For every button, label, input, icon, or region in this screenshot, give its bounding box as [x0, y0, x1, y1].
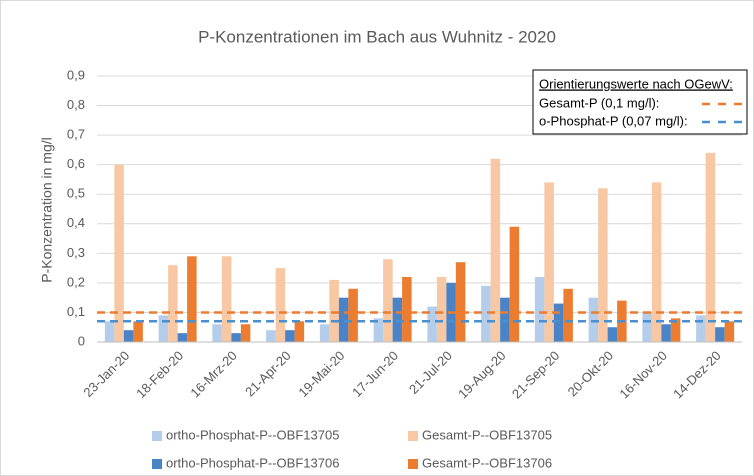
- bar: [123, 330, 134, 342]
- bar: [383, 259, 393, 342]
- y-tick-label: 0,1: [67, 304, 85, 319]
- reference-legend-box: [532, 69, 748, 135]
- bar: [168, 265, 178, 342]
- bar: [294, 321, 305, 342]
- bar: [427, 306, 437, 342]
- bar: [553, 303, 564, 342]
- bar: [402, 276, 412, 342]
- bar: [285, 330, 295, 342]
- chart-title: P-Konzentrationen im Bach aus Wuhnitz - …: [198, 27, 556, 46]
- bar: [607, 327, 618, 342]
- bar: [319, 324, 330, 342]
- bar: [187, 256, 197, 342]
- legend-swatch: [408, 431, 418, 441]
- bar: [436, 276, 447, 342]
- bar: [705, 152, 716, 342]
- bar: [696, 315, 706, 342]
- bar: [651, 182, 662, 342]
- bar: [133, 321, 143, 342]
- bar: [275, 268, 286, 342]
- legend-label: Gesamt-P--OBF13706: [422, 455, 552, 470]
- bar: [348, 288, 358, 342]
- bar: [724, 321, 735, 342]
- bar: [670, 318, 681, 342]
- bar: [177, 333, 188, 342]
- bar: [104, 321, 115, 342]
- legend-swatch: [152, 431, 162, 441]
- y-axis-label: P-Konzentration in mg/l: [39, 137, 55, 283]
- bar: [509, 226, 520, 342]
- y-tick-label: 0,2: [67, 274, 85, 289]
- bar: [240, 324, 251, 342]
- bar: [266, 330, 276, 342]
- legend-label: Gesamt-P--OBF13705: [422, 427, 552, 442]
- reference-legend-label: o-Phosphat-P (0,07 mg/l):: [539, 113, 688, 128]
- y-tick-label: 0,9: [67, 67, 85, 82]
- bar: [490, 158, 501, 342]
- bar: [231, 333, 241, 342]
- bar: [481, 285, 491, 342]
- bar: [338, 297, 349, 342]
- bar: [500, 297, 510, 342]
- bar: [329, 279, 339, 342]
- legend-label: ortho-Phosphat-P--OBF13705: [166, 427, 339, 442]
- reference-legend-title: Orientierungswerte nach OGewV:: [539, 76, 733, 91]
- y-tick-label: 0,7: [67, 127, 85, 142]
- y-tick-label: 0,4: [67, 215, 85, 230]
- y-tick-label: 0: [78, 333, 85, 348]
- bar: [158, 315, 169, 342]
- bar: [373, 318, 384, 342]
- bar: [392, 297, 403, 342]
- y-tick-label: 0,8: [67, 97, 85, 112]
- bar: [534, 276, 545, 342]
- bar: [588, 297, 599, 342]
- y-tick-label: 0,3: [67, 245, 85, 260]
- bar: [642, 312, 652, 342]
- bar: [221, 256, 232, 342]
- bar: [455, 262, 466, 342]
- legend-swatch: [408, 459, 418, 469]
- bar: [544, 182, 554, 342]
- bar: [212, 324, 222, 342]
- bar: [598, 188, 608, 342]
- bar: [114, 164, 124, 342]
- y-tick-label: 0,6: [67, 156, 85, 171]
- legend-swatch: [152, 459, 162, 469]
- bar: [661, 324, 671, 342]
- bar: [715, 327, 725, 342]
- y-tick-label: 0,5: [67, 186, 85, 201]
- legend-label: ortho-Phosphat-P--OBF13706: [166, 455, 339, 470]
- bar: [563, 288, 573, 342]
- reference-legend-label: Gesamt-P (0,1 mg/l):: [539, 95, 659, 110]
